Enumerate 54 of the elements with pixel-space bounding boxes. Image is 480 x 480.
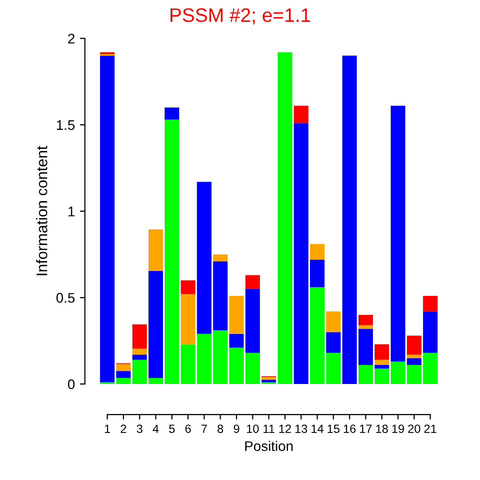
x-tick-label: 16 [344,424,356,433]
y-tick-label: 0 [68,379,75,390]
x-tick-label: 19 [392,424,404,433]
y-tick-label: 1.5 [56,120,75,130]
bar [406,336,422,355]
bar [358,314,373,326]
x-tick-label: 1 [104,424,110,433]
y-axis-title: Information content [36,146,48,276]
bar [262,377,276,380]
x-tick-label: 20 [408,424,420,433]
bar [294,106,308,124]
x-tick-label: 9 [234,424,240,433]
chart-title: PSSM #2; e=1.1 [170,8,310,24]
bar [423,311,438,353]
x-tick-label: 14 [312,424,324,433]
x-tick-label: 12 [279,424,291,433]
x-tick-label: 21 [424,424,436,433]
x-tick-label: 13 [295,424,308,433]
bar [374,360,390,365]
x-axis-title: Position [245,440,293,452]
bar [423,296,438,312]
bar [262,380,276,382]
x-tick-label: 17 [360,424,372,433]
y-tick-label: 0.5 [56,292,75,303]
bar [213,254,228,262]
x-tick-label: 7 [202,424,207,433]
y-tick-label: 1 [68,206,74,216]
bar [180,294,196,344]
x-tick-label: 8 [218,424,224,433]
bar [245,275,260,289]
bar [374,364,390,368]
x-tick-label: 10 [246,424,259,433]
x-tick-label: 5 [169,424,175,433]
bar [164,108,180,120]
bar [326,332,341,353]
bar [116,364,131,372]
bar [358,325,373,329]
bar [374,344,390,360]
bar [180,280,196,294]
x-tick-label: 11 [264,424,274,433]
bar [132,348,147,355]
bar [326,311,341,332]
x-tick-label: 15 [328,424,340,433]
bar [310,244,325,260]
x-tick-label: 18 [376,424,388,433]
bar [148,229,164,271]
bar [229,296,244,334]
x-tick-label: 6 [185,424,191,433]
y-tick-label: 2 [68,34,74,44]
bar [406,354,422,358]
x-tick-label: 3 [136,424,142,433]
bar [132,324,147,349]
x-tick-label: 2 [120,424,126,433]
x-tick-label: 4 [152,424,159,433]
